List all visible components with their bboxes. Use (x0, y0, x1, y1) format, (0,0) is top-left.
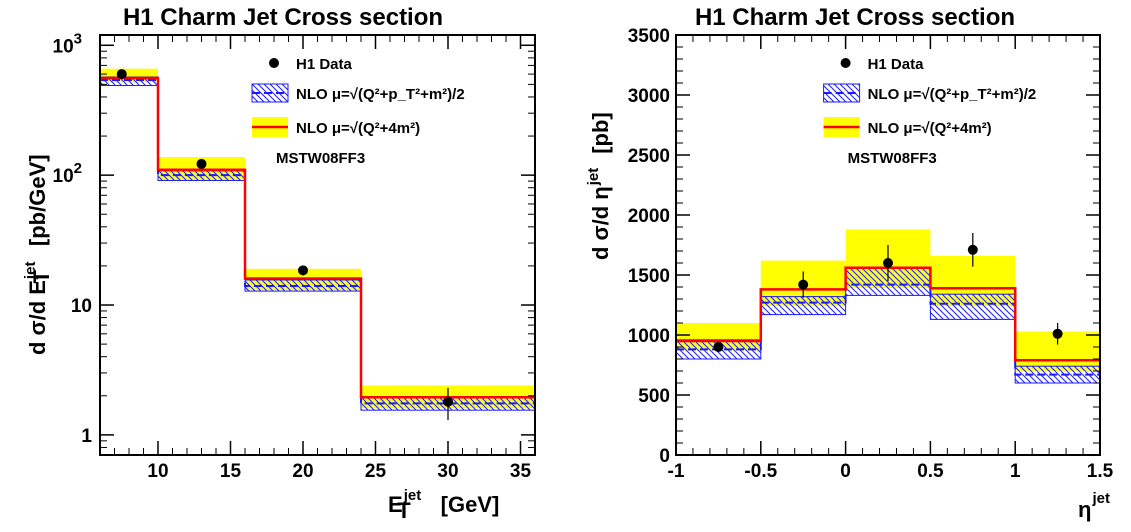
left-xlabel-sup: jet (403, 487, 422, 504)
left-data-point (298, 265, 308, 276)
left-xlabel-sub: T (397, 498, 411, 523)
right-data-point (713, 342, 724, 352)
right-x-tick-label: 1.5 (1087, 461, 1114, 482)
left-ylabel-sub: T (29, 270, 54, 284)
right-legend-data-label: H1 Data (868, 56, 925, 73)
right-x-axis-label: ηjet (1078, 490, 1110, 522)
right-y-tick-label: 1000 (628, 326, 670, 347)
left-ylabel-unit: [pb/GeV] (25, 154, 50, 246)
left-data-point (116, 69, 127, 80)
left-y-tick-label: 1 (81, 426, 92, 447)
right-axes: -1 -0.5 0 0.5 1 1.5 0 500 1000 1500 2000 2500 3000 35… (628, 26, 1114, 482)
svg-text:d σ/d ηjet[pb]: d σ/d ηjet [pb] (585, 112, 613, 260)
right-y-tick-label: 3000 (628, 86, 670, 107)
left-legend-data-label: H1 Data (296, 56, 353, 73)
right-chart-title: H1 Charm Jet Cross section (695, 4, 1015, 31)
right-y-tick-label: 2000 (628, 206, 670, 227)
right-legend-pdf-label: MSTW08FF3 (848, 150, 937, 167)
right-y-tick-label: 1500 (628, 266, 670, 287)
left-x-tick-label: 15 (220, 461, 242, 482)
right-x-tick-label: 1 (1010, 461, 1021, 482)
right-legend-mu2-label: NLO μ=√(Q²+p_T²+m²)/2 (868, 86, 1037, 103)
left-axes: 10 15 20 25 30 35 1 10 102 103 (53, 30, 536, 482)
left-y-tick-label: 10 (71, 296, 92, 317)
left-data-point (443, 396, 453, 407)
left-legend: H1 Data NLO μ=√(Q²+p_T²+m²)/2 NLO μ=√(Q²+4… (251, 56, 465, 167)
left-legend-data-marker (269, 58, 279, 68)
left-data-point (196, 158, 207, 169)
svg-text:EjetT[GeV]: Ejet T [GeV] (388, 487, 499, 523)
left-ylabel-sup: jet (22, 262, 39, 281)
right-ylabel-unit: [pb] (588, 112, 613, 154)
left-xlabel-unit: [GeV] (441, 492, 500, 517)
right-y-tick-label: 0 (659, 446, 670, 467)
left-x-tick-label: 35 (510, 461, 532, 482)
right-ylabel-sup: jet (585, 168, 602, 187)
right-xlabel-text: η (1078, 497, 1091, 522)
right-x-tick-label: -1 (668, 461, 685, 482)
right-nlo-mu2-band (760, 296, 847, 316)
right-plot-area (675, 229, 1101, 384)
right-chart: H1 Charm Jet Cross section -1 -0.5 0 0.5 1 1.… (585, 4, 1114, 522)
right-x-tick-label: -0.5 (744, 461, 777, 482)
left-nlo-mu1-line (100, 76, 535, 399)
left-legend-pdf-label: MSTW08FF3 (276, 150, 365, 167)
right-y-tick-label: 3500 (628, 26, 670, 47)
right-nlo-mu2-band (929, 293, 1016, 320)
right-y-axis-label: d σ/d ηjet [pb] (585, 112, 613, 260)
left-legend-mu2-label: NLO μ=√(Q²+p_T²+m²)/2 (296, 86, 465, 103)
left-x-axis-label: Ejet T [GeV] (388, 487, 499, 523)
left-x-tick-label: 20 (292, 461, 313, 482)
right-legend-mu1-label: NLO μ=√(Q²+4m²) (868, 120, 992, 137)
left-xlabel-text: E (388, 492, 403, 517)
right-data-point (883, 258, 893, 268)
right-legend-data-marker (840, 58, 851, 68)
right-data-point (1052, 328, 1063, 339)
left-plot-area (99, 68, 536, 421)
right-plot-frame (675, 34, 1101, 456)
left-chart-title: H1 Charm Jet Cross section (123, 4, 443, 31)
left-y-axis-label: d σ/d EjetT [pb/GeV] (22, 154, 54, 355)
right-y-tick-label: 500 (638, 386, 670, 407)
right-legend: H1 Data NLO μ=√(Q²+p_T²+m²)/2 NLO μ=√(Q²+4… (823, 56, 1037, 167)
right-xlabel-sup: jet (1091, 490, 1110, 507)
right-y-tick-label: 2500 (628, 146, 670, 167)
right-x-tick-label: 0 (840, 461, 851, 482)
left-x-tick-label: 25 (365, 461, 387, 482)
right-data-point (967, 244, 978, 255)
left-y-tick-label: 103 (53, 30, 82, 57)
right-ylabel-text: d σ/d η (588, 186, 613, 260)
left-y-tick-label: 102 (53, 160, 82, 187)
left-legend-mu1-label: NLO μ=√(Q²+4m²) (296, 120, 420, 137)
left-ylabel-text: d σ/d E (25, 280, 50, 355)
svg-text:d σ/d EjetT[pb/GeV]: d σ/d EjetT [pb/GeV] (22, 154, 54, 355)
left-chart: H1 Charm Jet Cross section 10 15 20 25 30 351… (22, 4, 536, 523)
left-x-tick-label: 30 (437, 461, 458, 482)
right-data-point (798, 279, 809, 290)
svg-text:ηjet: ηjet (1078, 490, 1110, 522)
right-x-tick-label: 0.5 (917, 461, 944, 482)
left-x-tick-label: 10 (147, 461, 168, 482)
